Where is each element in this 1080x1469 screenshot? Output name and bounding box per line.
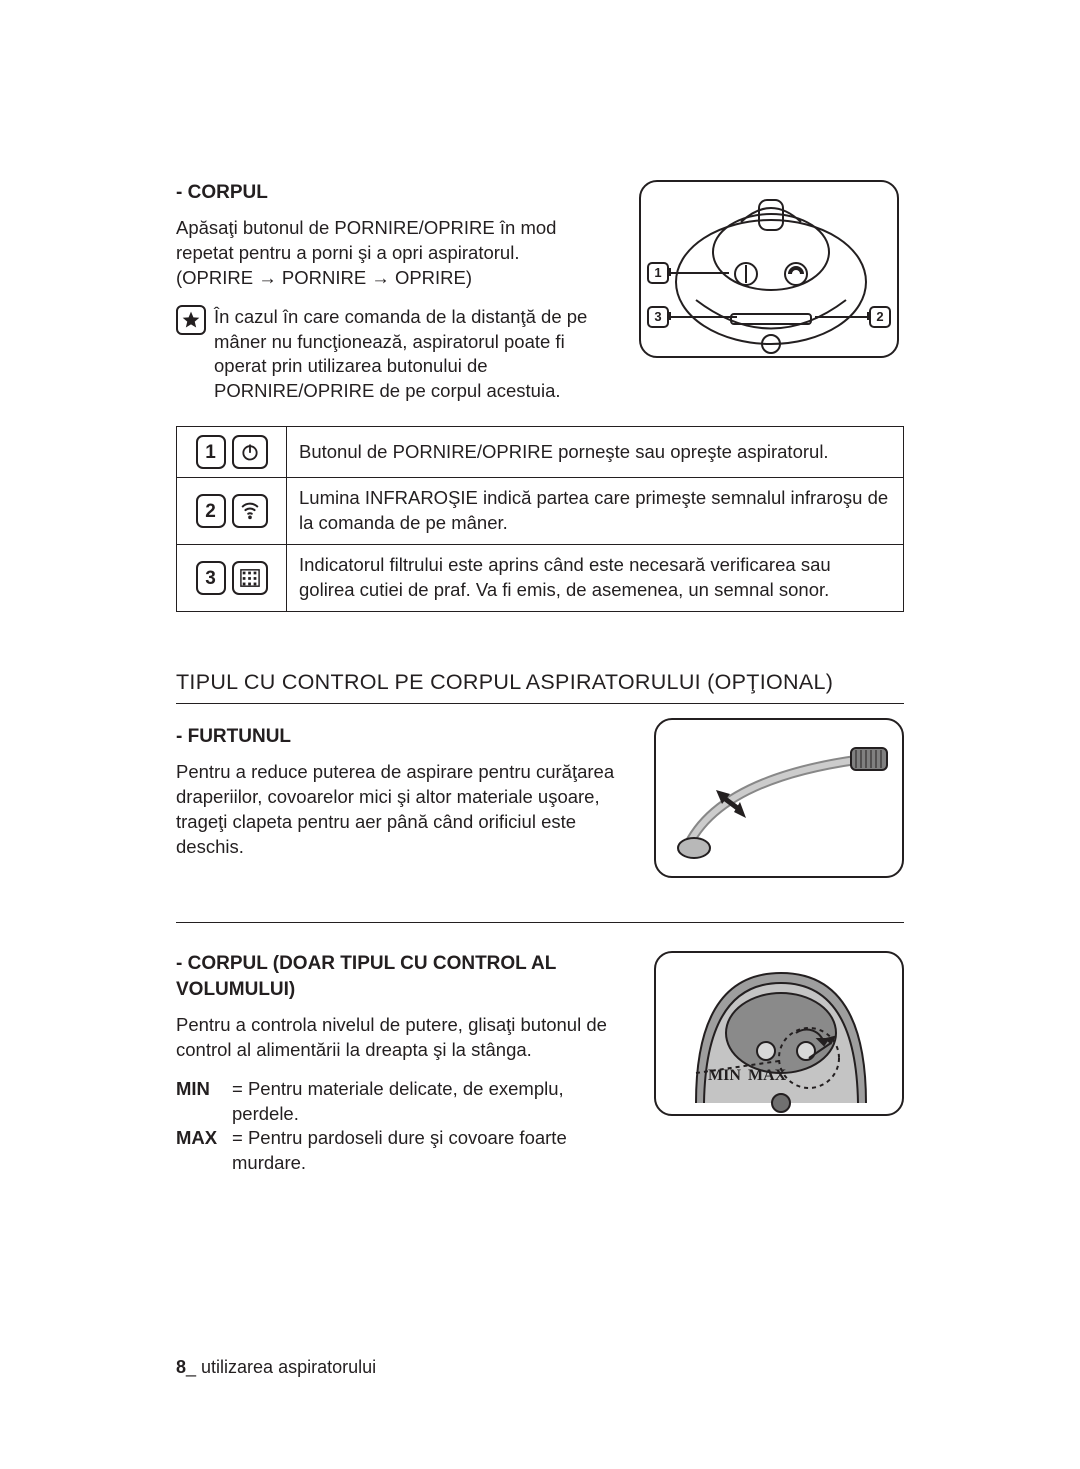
volume-diagram: MIN MAX	[654, 951, 904, 1116]
row1-iconcell: 1	[177, 427, 287, 478]
diagram-callout-3-tick	[669, 312, 671, 320]
signal-icon	[232, 494, 268, 528]
table-row: 2 Lumina INFRAROŞIE indică partea care p…	[177, 478, 904, 545]
diagram-callout-1: 1	[647, 262, 669, 284]
volume-diagram-col: MIN MAX	[654, 951, 904, 1176]
volume-text-col: - CORPUL (DOAR TIPUL CU CONTROL AL VOLUM…	[176, 951, 630, 1176]
max-key: MAX	[176, 1126, 226, 1176]
corpul-intro-l1: Apăsaţi butonul de PORNIRE/OPRIRE în mod	[176, 217, 556, 238]
minmax-list: MIN = Pentru materiale delicate, de exem…	[176, 1077, 630, 1177]
main-heading: TIPUL CU CONTROL PE CORPUL ASPIRATORULUI…	[176, 668, 904, 704]
row2-text: Lumina INFRAROŞIE indică partea care pri…	[287, 478, 904, 545]
diagram-callout-2-tick	[867, 312, 869, 320]
power-icon	[232, 435, 268, 469]
corpul-section: - CORPUL Apăsaţi butonul de PORNIRE/OPRI…	[176, 180, 904, 404]
volume-section: - CORPUL (DOAR TIPUL CU CONTROL AL VOLUM…	[176, 951, 904, 1176]
vacuum-top-svg	[641, 182, 901, 360]
table-row: 3 Indicatorul filtrului este aprins când…	[177, 545, 904, 612]
min-val: = Pentru materiale delicate, de exemplu,…	[232, 1077, 630, 1127]
furtunul-diagram-col	[654, 704, 904, 878]
corpul-intro: Apăsaţi butonul de PORNIRE/OPRIRE în mod…	[176, 216, 610, 291]
page-footer: 8_ utilizarea aspiratorului	[176, 1355, 376, 1379]
volume-heading: - CORPUL (DOAR TIPUL CU CONTROL AL VOLUM…	[176, 951, 630, 1002]
star-icon	[176, 305, 206, 335]
min-row: MIN = Pentru materiale delicate, de exem…	[176, 1077, 630, 1127]
diagram-max-label: MAX	[748, 1065, 786, 1087]
footer-label: utilizarea aspiratorului	[201, 1357, 376, 1377]
controls-table: 1 Butonul de PORNIRE/OPRIRE porneşte sau…	[176, 426, 904, 612]
diagram-callout-3: 3	[647, 306, 669, 328]
corpul-note: În cazul în care comanda de la distanţă …	[176, 305, 610, 405]
furtunul-text-col: - FURTUNUL Pentru a reduce puterea de as…	[176, 704, 630, 878]
divider	[176, 922, 904, 923]
corpul-diagram: 1 3 2	[639, 180, 899, 358]
table-row: 1 Butonul de PORNIRE/OPRIRE porneşte sau…	[177, 427, 904, 478]
row1-text: Butonul de PORNIRE/OPRIRE porneşte sau o…	[287, 427, 904, 478]
corpul-heading: - CORPUL	[176, 180, 610, 206]
volume-text: Pentru a controla nivelul de putere, gli…	[176, 1013, 630, 1063]
corpul-intro-l3: (OPRIRE → PORNIRE → OPRIRE)	[176, 267, 472, 288]
row3-iconcell: 3	[177, 545, 287, 612]
diagram-min-label: MIN	[708, 1065, 741, 1087]
diagram-callout-1-line	[669, 272, 729, 274]
max-row: MAX = Pentru pardoseli dure şi covoare f…	[176, 1126, 630, 1176]
furtunul-heading: - FURTUNUL	[176, 724, 630, 750]
hose-svg	[656, 720, 906, 880]
footer-sep: _	[186, 1357, 201, 1377]
max-val: = Pentru pardoseli dure şi covoare foart…	[232, 1126, 630, 1176]
corpul-intro-l2: repetat pentru a porni şi a opri aspirat…	[176, 242, 519, 263]
page-number: 8	[176, 1357, 186, 1377]
row3-text: Indicatorul filtrului este aprins când e…	[287, 545, 904, 612]
diagram-callout-2-line	[815, 316, 869, 318]
furtunul-section: - FURTUNUL Pentru a reduce puterea de as…	[176, 704, 904, 878]
min-key: MIN	[176, 1077, 226, 1127]
filter-icon	[232, 561, 268, 595]
corpul-text-col: - CORPUL Apăsaţi butonul de PORNIRE/OPRI…	[176, 180, 610, 404]
diagram-callout-2: 2	[869, 306, 891, 328]
furtunul-diagram	[654, 718, 904, 878]
furtunul-text: Pentru a reduce puterea de aspirare pent…	[176, 760, 630, 860]
diagram-callout-3-line	[669, 316, 737, 318]
vacuum-front-svg	[656, 953, 906, 1118]
corpul-diagram-col: 1 3 2	[634, 180, 904, 404]
row1-num: 1	[196, 435, 226, 469]
row2-num: 2	[196, 494, 226, 528]
corpul-note-text: În cazul în care comanda de la distanţă …	[214, 305, 610, 405]
row3-num: 3	[196, 561, 226, 595]
row2-iconcell: 2	[177, 478, 287, 545]
diagram-callout-1-tick	[669, 268, 671, 276]
